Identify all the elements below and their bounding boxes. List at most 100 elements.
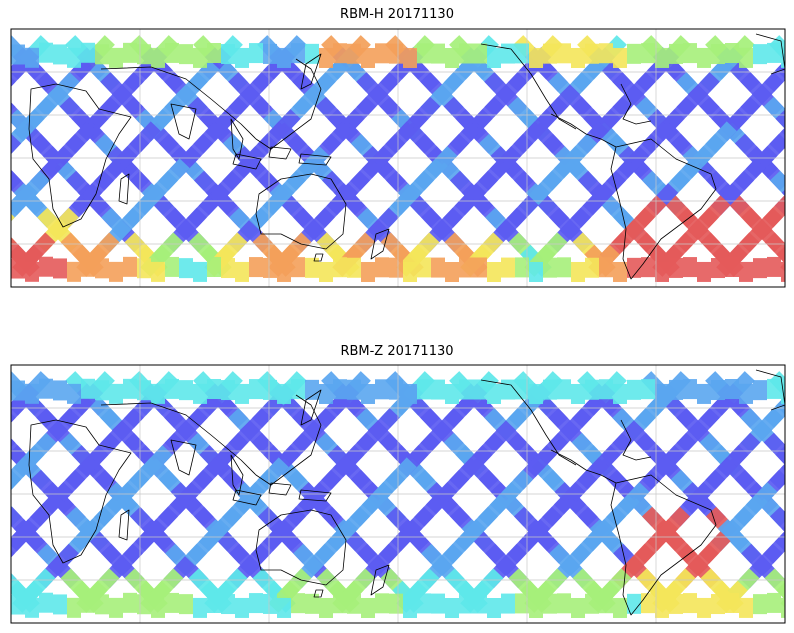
swath-segment — [403, 261, 417, 282]
swath-segment — [305, 593, 319, 614]
swath-segment — [431, 593, 445, 614]
swath-segment — [319, 47, 333, 68]
swath-segment — [11, 572, 17, 584]
swath-segment — [655, 47, 669, 68]
swath-segment — [697, 47, 711, 68]
swath-segment — [81, 256, 95, 277]
swath-segment — [11, 213, 15, 222]
swath-segment — [151, 383, 165, 404]
swath-segment — [95, 44, 109, 65]
swath-segment — [39, 378, 53, 399]
swath-segment — [780, 598, 785, 608]
swath-segment — [109, 383, 123, 404]
coastline — [232, 489, 262, 506]
swath-segment — [529, 597, 543, 618]
swath-segment — [571, 261, 585, 282]
swath-segment — [775, 60, 785, 79]
swath-segment — [769, 506, 785, 533]
swath-segment — [417, 257, 431, 278]
swath-segment — [221, 594, 235, 615]
coastline — [28, 83, 132, 228]
swath-segment — [445, 47, 459, 68]
swath-segment — [249, 379, 263, 400]
swath-segment — [249, 43, 263, 64]
swath-segment — [193, 47, 207, 68]
swath-segment — [11, 469, 22, 491]
coastline — [230, 118, 244, 160]
swath-segment — [123, 592, 137, 613]
coastline — [300, 53, 322, 90]
swath-segment — [11, 77, 16, 87]
coastline — [313, 589, 324, 598]
swath-segment — [123, 256, 137, 277]
coastline — [298, 489, 332, 502]
coastline — [755, 369, 785, 411]
swath-segment — [515, 257, 529, 278]
swath-segment — [775, 396, 785, 415]
swath-segment — [753, 258, 767, 279]
swath-segment — [235, 47, 249, 68]
swath-segment — [25, 383, 39, 404]
swath-segment — [655, 597, 669, 618]
swath-segment — [207, 256, 221, 277]
swath-segment — [473, 257, 487, 278]
coastline — [620, 83, 652, 125]
swath-segment — [375, 257, 389, 278]
coastlines — [28, 33, 785, 280]
coastline — [550, 449, 617, 484]
swath-segment — [39, 592, 53, 613]
swath-segment — [137, 258, 151, 279]
coastline — [118, 509, 130, 541]
swath-segment — [417, 593, 431, 614]
swath-segment — [627, 257, 641, 278]
swath-segment — [781, 47, 785, 68]
swath-segment — [753, 594, 767, 615]
coastline — [170, 103, 197, 140]
swath-segment — [123, 378, 137, 399]
swath-segment — [403, 383, 417, 404]
swath-segment — [641, 257, 655, 278]
swath-segment — [417, 43, 431, 64]
swath-segment — [347, 593, 361, 614]
swath-segment — [739, 47, 753, 68]
swath-segment — [39, 256, 53, 277]
swath-segment — [725, 256, 739, 277]
swath-segment — [739, 597, 753, 618]
swath-segment — [473, 379, 487, 400]
swath-segment — [193, 383, 207, 404]
swath-segment — [774, 530, 785, 552]
swath-segment — [375, 43, 389, 64]
coastline — [313, 253, 324, 262]
swath-segment — [193, 597, 207, 618]
top-panel-title: RBM-H 20171130 — [340, 7, 454, 22]
swath-segment — [151, 597, 165, 618]
coastline — [370, 564, 390, 596]
swath-segment — [459, 43, 473, 64]
swath-segment — [515, 593, 529, 614]
swath-segment — [725, 592, 739, 613]
swath-segment — [235, 261, 249, 282]
swath-segment — [11, 195, 27, 222]
swath-segment — [613, 597, 627, 618]
swath-segment — [767, 256, 781, 277]
swath-segment — [249, 593, 263, 614]
swath-segment — [221, 44, 235, 65]
swath-segment — [347, 257, 361, 278]
swath-segment — [389, 257, 403, 278]
coastline — [268, 146, 292, 160]
swath-segment — [347, 379, 361, 400]
swath-segment — [221, 380, 235, 401]
swath-segment — [529, 47, 543, 68]
swath-segment — [179, 258, 193, 279]
swath-segment — [459, 593, 473, 614]
swath-segment — [767, 42, 781, 63]
swath-segment — [571, 383, 585, 404]
swath-segment — [774, 194, 785, 216]
swath-segment — [11, 413, 16, 423]
swath-segment — [683, 593, 697, 614]
swath-segment — [95, 258, 109, 279]
swath-segment — [711, 258, 725, 279]
swath-segment — [543, 43, 557, 64]
swath-segment — [683, 379, 697, 400]
coastline — [232, 153, 262, 170]
